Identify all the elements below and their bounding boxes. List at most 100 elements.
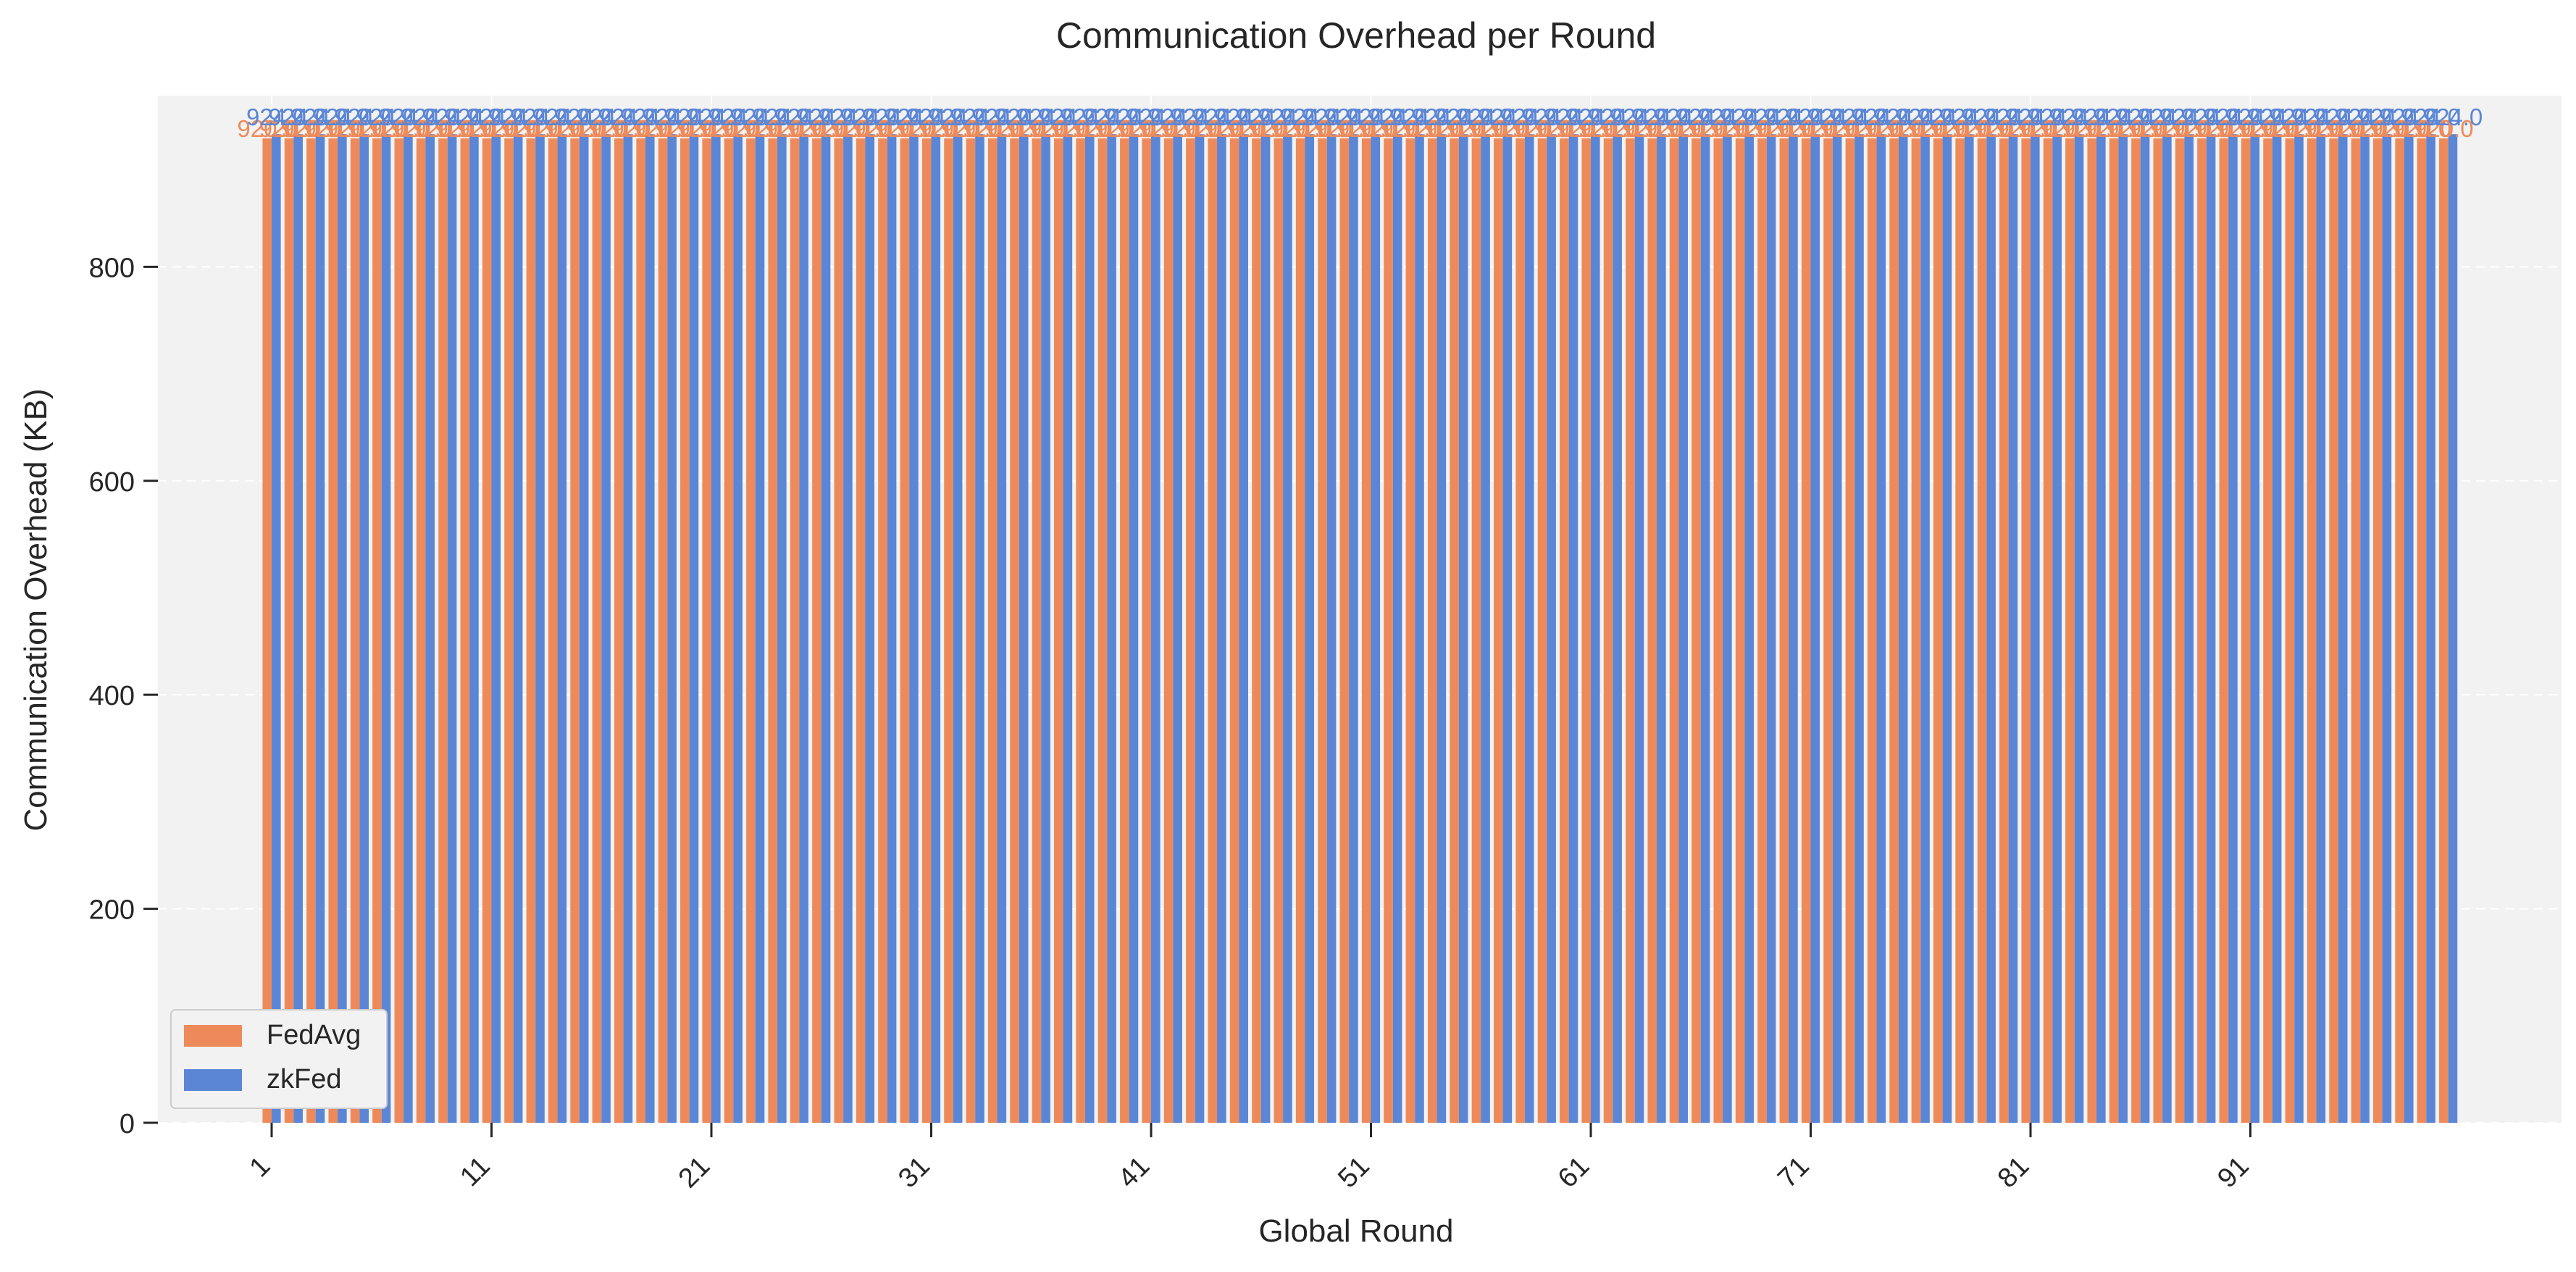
bar-label-fedavg-round-96: 920.0 xyxy=(2326,115,2386,142)
bar-zkfed-round-58 xyxy=(1524,134,1534,1123)
bar-label-zkfed-round-29: 924.0 xyxy=(862,104,922,130)
bar-zkfed-round-43 xyxy=(1195,134,1205,1123)
y-tick-label: 800 xyxy=(89,253,135,283)
bar-fedavg-round-99 xyxy=(2417,138,2427,1123)
bar-fedavg-round-60 xyxy=(1560,138,1569,1123)
x-tick-label: 1 xyxy=(244,1151,277,1184)
bar-label-zkfed-round-45: 924.0 xyxy=(1213,104,1274,130)
bar-fedavg-round-26 xyxy=(812,138,821,1123)
bar-label-fedavg-round-53: 920.0 xyxy=(1381,115,1441,142)
bar-label-zkfed-round-58: 924.0 xyxy=(1500,104,1560,130)
bar-label-fedavg-round-16: 920.0 xyxy=(567,115,627,142)
bar-zkfed-round-68 xyxy=(1744,134,1755,1123)
bar-label-fedavg-round-10: 920.0 xyxy=(435,115,495,142)
bar-zkfed-round-85 xyxy=(2118,134,2128,1123)
bar-zkfed-round-77 xyxy=(1942,134,1952,1123)
bar-label-zkfed-round-25: 924.0 xyxy=(774,104,834,130)
bar-fedavg-round-83 xyxy=(2065,138,2075,1123)
bar-label-fedavg-round-2: 920.0 xyxy=(259,115,319,142)
bar-zkfed-round-47 xyxy=(1283,134,1292,1123)
bar-label-zkfed-round-8: 924.0 xyxy=(400,104,460,130)
bar-zkfed-round-37 xyxy=(1063,134,1073,1123)
bar-label-zkfed-round-87: 924.0 xyxy=(2137,104,2197,130)
legend-swatch-zkfed xyxy=(184,1069,242,1091)
bar-zkfed-round-46 xyxy=(1260,134,1271,1123)
bar-label-zkfed-round-69: 924.0 xyxy=(1741,104,1802,130)
bar-label-fedavg-round-77: 920.0 xyxy=(1908,115,1968,142)
bar-label-fedavg-round-65: 920.0 xyxy=(1644,115,1705,142)
bar-label-zkfed-round-89: 924.0 xyxy=(2181,104,2241,130)
bar-fedavg-round-72 xyxy=(1823,138,1833,1123)
bar-zkfed-round-98 xyxy=(2404,134,2414,1123)
bar-zkfed-round-10 xyxy=(469,134,479,1123)
bar-zkfed-round-97 xyxy=(2382,134,2392,1123)
bar-label-fedavg-round-22: 920.0 xyxy=(699,115,759,142)
x-tick-label: 31 xyxy=(892,1151,936,1194)
bar-zkfed-round-79 xyxy=(1986,134,1996,1123)
bar-label-zkfed-round-48: 924.0 xyxy=(1279,104,1339,130)
bar-label-zkfed-round-50: 924.0 xyxy=(1323,104,1384,130)
bar-label-zkfed-round-32: 924.0 xyxy=(928,104,988,130)
bar-zkfed-round-7 xyxy=(403,134,413,1123)
bar-label-fedavg-round-86: 920.0 xyxy=(2106,115,2166,142)
bar-fedavg-round-63 xyxy=(1626,138,1635,1123)
bar-zkfed-round-27 xyxy=(843,134,853,1123)
bar-zkfed-round-19 xyxy=(667,134,677,1123)
bar-zkfed-round-5 xyxy=(359,134,369,1123)
bar-zkfed-round-86 xyxy=(2140,134,2150,1123)
bar-label-zkfed-round-79: 924.0 xyxy=(1961,104,2021,130)
bar-fedavg-round-12 xyxy=(504,138,514,1123)
bar-label-zkfed-round-85: 924.0 xyxy=(2093,104,2153,130)
legend: FedAvg zkFed xyxy=(170,1009,388,1109)
bar-zkfed-round-60 xyxy=(1568,134,1578,1123)
bar-label-zkfed-round-3: 924.0 xyxy=(290,104,351,130)
bar-fedavg-round-27 xyxy=(834,138,844,1123)
bar-label-fedavg-round-72: 920.0 xyxy=(1798,115,1858,142)
bar-zkfed-round-82 xyxy=(2052,134,2062,1123)
bar-label-fedavg-round-69: 920.0 xyxy=(1732,115,1792,142)
x-axis: 1 11 21 31 41 51 61 71 81 91 xyxy=(244,1123,2255,1194)
bar-fedavg-round-65 xyxy=(1669,138,1679,1123)
bar-fedavg-round-68 xyxy=(1735,138,1745,1123)
bar-label-fedavg-round-62: 920.0 xyxy=(1578,115,1639,142)
bar-fedavg-round-76 xyxy=(1911,138,1921,1123)
bar-label-fedavg-round-37: 920.0 xyxy=(1029,115,1089,142)
bar-label-fedavg-round-99: 920.0 xyxy=(2392,115,2452,142)
bar-fedavg-round-7 xyxy=(394,138,404,1123)
bar-label-zkfed-round-96: 924.0 xyxy=(2335,104,2395,130)
bar-label-fedavg-round-5: 920.0 xyxy=(325,115,385,142)
bar-fedavg-round-88 xyxy=(2175,138,2185,1123)
bar-zkfed-round-17 xyxy=(623,134,633,1123)
bar-fedavg-round-15 xyxy=(570,138,580,1123)
bar-fedavg-round-85 xyxy=(2109,138,2119,1123)
bar-label-fedavg-round-88: 920.0 xyxy=(2150,115,2210,142)
bar-label-zkfed-round-14: 924.0 xyxy=(532,104,593,130)
bar-zkfed-round-56 xyxy=(1481,134,1490,1123)
bar-label-zkfed-round-47: 924.0 xyxy=(1258,104,1318,130)
bar-zkfed-round-38 xyxy=(1084,134,1095,1123)
bar-label-fedavg-round-27: 920.0 xyxy=(809,115,869,142)
bar-zkfed-round-87 xyxy=(2162,134,2172,1123)
bar-fedavg-round-40 xyxy=(1120,138,1129,1123)
bar-fedavg-round-23 xyxy=(746,138,756,1123)
bar-zkfed-round-67 xyxy=(1723,134,1732,1123)
bar-fedavg-round-52 xyxy=(1384,138,1393,1123)
bar-zkfed-round-99 xyxy=(2426,134,2435,1123)
bar-label-zkfed-round-17: 924.0 xyxy=(598,104,658,130)
bar-fedavg-round-98 xyxy=(2395,138,2404,1123)
bar-zkfed-round-93 xyxy=(2294,134,2304,1123)
x-tick-label: 11 xyxy=(454,1151,496,1193)
bar-fedavg-round-29 xyxy=(878,138,887,1123)
bar-zkfed-round-90 xyxy=(2228,134,2238,1123)
bar-label-zkfed-round-75: 924.0 xyxy=(1873,104,1933,130)
bar-label-fedavg-round-54: 920.0 xyxy=(1402,115,1463,142)
legend-label-fedavg: FedAvg xyxy=(267,1020,361,1050)
bar-fedavg-round-38 xyxy=(1076,138,1085,1123)
bar-fedavg-round-81 xyxy=(2021,138,2031,1123)
bar-zkfed-round-72 xyxy=(1832,134,1842,1123)
y-tick-label: 200 xyxy=(89,895,135,926)
bar-labels: 920.0920.0920.0920.0920.0920.0920.0920.0… xyxy=(237,104,2483,142)
bar-fedavg-round-11 xyxy=(482,138,492,1123)
bar-label-zkfed-round-61: 924.0 xyxy=(1565,104,1626,130)
bar-label-fedavg-round-59: 920.0 xyxy=(1513,115,1573,142)
